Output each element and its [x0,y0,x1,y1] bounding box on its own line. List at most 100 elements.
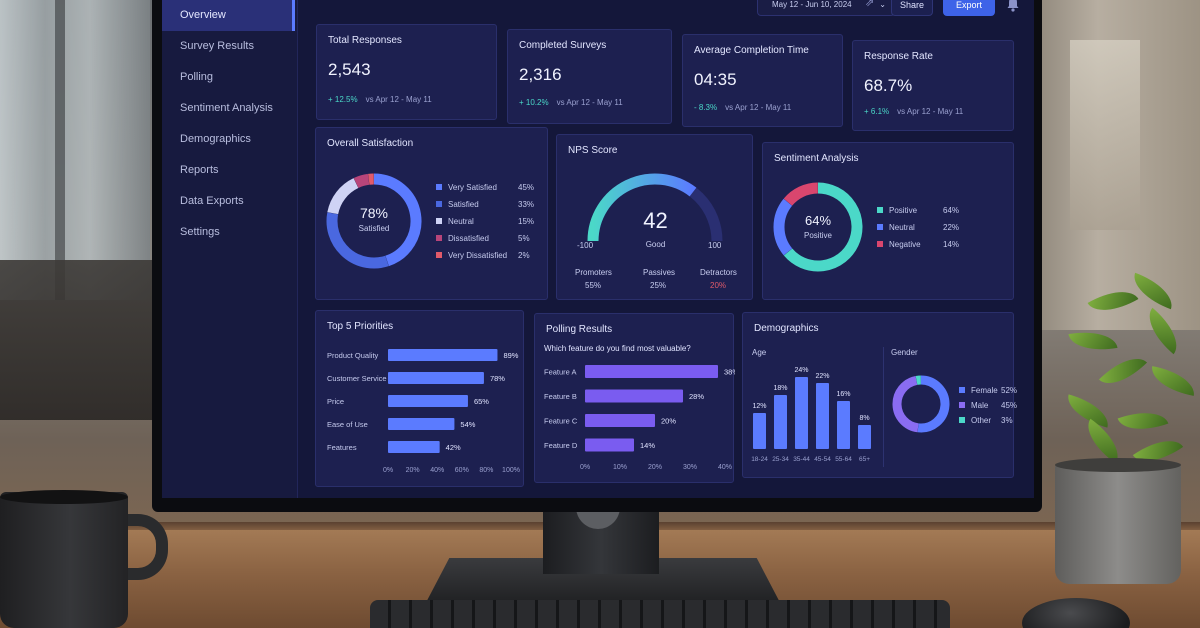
gender-slice-male[interactable] [892,376,919,433]
sentiment-slice-positive[interactable] [783,182,863,272]
legend-item: Neutral 22% [877,223,959,232]
bar-category-label: Feature C [544,417,578,426]
bar[interactable] [388,395,468,407]
bar-category-label: Product Quality [327,351,379,360]
demographics-card: Demographics Age 12% 18-24 18% 25-34 24% 35-4… [742,312,1017,478]
x-tick-label: 30% [683,464,697,471]
sentiment-analysis-card: Sentiment Analysis 64% Positive Positive… [762,142,1014,300]
sidebar-item-overview[interactable]: Overview [162,0,295,31]
bar-value-label: 38% [724,368,735,377]
legend-swatch [877,207,883,213]
satisfaction-slice-dissatisfied[interactable] [353,173,370,189]
kpi-card-total-responses[interactable]: Total Responses 2,543 + 12.5% vs Apr 12 -… [316,24,497,120]
legend-value: 45% [1001,401,1018,410]
sidebar-item-sentiment-analysis[interactable]: Sentiment Analysis [180,102,273,114]
x-tick-label: 25-34 [772,456,789,463]
bar-category-label: Ease of Use [327,420,368,429]
nps-score-card: NPS Score 42 Good -100 100 Promoters 55%… [556,134,753,300]
bar[interactable] [585,365,718,378]
nps-breakdown-label: Passives [643,268,676,277]
bar-category-label: Customer Service [327,374,387,383]
bar[interactable] [816,383,829,449]
bar-value-label: 65% [474,397,489,406]
legend-item: Neutral 15% [436,217,534,226]
age-title: Age [752,348,767,357]
sidebar-item-settings[interactable]: Settings [180,226,220,238]
kpi-delta: + 6.1% vs Apr 12 - May 11 [864,107,963,116]
bar[interactable] [795,377,808,449]
date-range-label: May 12 - Jun 10, 2024 [772,0,852,9]
bar[interactable] [753,413,766,449]
x-tick-label: 100% [502,467,520,474]
sentiment-center-label: Positive [803,231,832,240]
bar-value-label: 28% [689,392,704,401]
kpi-card-completed-surveys[interactable]: Completed Surveys 2,316 + 10.2% vs Apr 12… [507,29,672,124]
legend-swatch [959,417,965,423]
bar[interactable] [837,401,850,449]
sidebar-item-reports[interactable]: Reports [180,164,219,176]
sentiment-slice-neutral[interactable] [773,198,793,256]
sentiment-slice-negative[interactable] [783,182,819,206]
card-title: Demographics [754,323,819,334]
bar[interactable] [774,395,787,449]
dashboard-screen: Overview Survey Results Polling Sentimen… [162,0,1034,498]
bar[interactable] [388,372,484,384]
legend-value: 15% [518,217,535,226]
legend-swatch [436,184,442,190]
card-title: Polling Results [546,324,613,335]
bar-value-label: 78% [490,374,505,383]
sidebar-item-data-exports[interactable]: Data Exports [180,195,244,207]
kpi-delta-value: + 12.5% [328,95,358,104]
sidebar-item-polling[interactable]: Polling [180,71,214,83]
kpi-comparison: vs Apr 12 - May 11 [725,103,792,112]
export-button[interactable]: Export [943,0,995,16]
bar[interactable] [388,441,440,453]
gender-slice-female[interactable] [917,375,950,433]
satisfaction-donut-center: 78% Satisfied [325,205,423,233]
legend-label: Positive [889,206,918,215]
plant-pot [1055,462,1181,584]
legend-value: 33% [518,200,535,209]
x-tick-label: 35-44 [793,456,810,463]
bar-value-label: 18% [773,385,787,392]
sidebar-item-survey-results[interactable]: Survey Results [180,40,254,52]
chevron-down-icon: ⌄ [879,0,886,9]
x-tick-label: 40% [718,464,732,471]
share-button[interactable]: Share [891,0,933,16]
bar-value-label: 12% [752,403,766,410]
bar[interactable] [585,389,683,403]
bar[interactable] [858,425,871,449]
polling-bar-chart: Feature A 38% Feature B 28% Feature C 20% Feat… [544,365,735,471]
legend-swatch [959,402,965,408]
legend-label: Negative [889,240,921,249]
card-title: Sentiment Analysis [774,153,859,164]
share-icon[interactable]: ⇗ [865,0,875,9]
kpi-card-response-rate[interactable]: Response Rate 68.7% + 6.1% vs Apr 12 - Ma… [852,40,1014,131]
legend-label: Female [971,386,998,395]
card-title: Overall Satisfaction [327,138,414,149]
sidebar-item-demographics[interactable]: Demographics [180,133,251,145]
satisfaction-slice-very-satisfied[interactable] [373,173,422,267]
legend-swatch [436,235,442,241]
x-tick-label: 20% [648,464,662,471]
x-tick-label: 65+ [859,456,870,463]
legend-value: 22% [943,223,960,232]
nps-breakdown-value: 25% [650,281,667,290]
bar[interactable] [585,414,655,427]
legend-item: Male 45% [959,401,1017,410]
nps-breakdown-label: Promoters [575,268,612,277]
bar-value-label: 14% [640,441,655,450]
kpi-card-average-completion-time[interactable]: Average Completion Time 04:35 - 8.3% vs A… [682,34,843,127]
x-tick-label: 55-64 [835,456,852,463]
satisfaction-slice-satisfied[interactable] [326,212,389,269]
bar[interactable] [388,418,455,430]
bell-icon[interactable] [1006,0,1020,12]
background-window-right [1030,0,1200,330]
legend-item: Other 3% [959,416,1013,425]
sentiment-donut-center: 64% Positive [771,213,865,240]
bar-value-label: 20% [661,417,676,426]
satisfaction-slice-neutral[interactable] [327,178,359,215]
bar[interactable] [388,349,498,361]
nps-max-label: 100 [708,241,722,250]
bar[interactable] [585,438,634,452]
